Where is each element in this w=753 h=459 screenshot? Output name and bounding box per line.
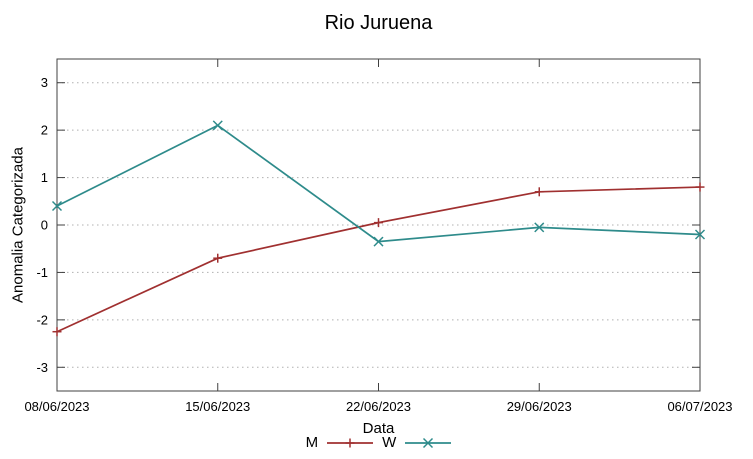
chart-title: Rio Juruena bbox=[324, 12, 433, 34]
legend-entry-w: W bbox=[382, 434, 452, 451]
y-tick-label: 3 bbox=[41, 75, 48, 90]
legend-label-m: M bbox=[305, 434, 319, 451]
y-tick-label: 2 bbox=[41, 123, 48, 138]
series-m-plus-marker-icon bbox=[534, 187, 544, 197]
x-tick-label: 15/06/2023 bbox=[185, 399, 250, 414]
x-axis-label: Data bbox=[362, 420, 395, 437]
y-tick-label: -3 bbox=[36, 360, 48, 375]
y-tick-label: -2 bbox=[36, 312, 48, 327]
series-w-cross-marker-icon bbox=[534, 222, 545, 233]
legend-label-w: W bbox=[382, 434, 397, 451]
series-m-line bbox=[56, 186, 701, 333]
x-tick-label: 29/06/2023 bbox=[507, 399, 572, 414]
y-tick-label: -1 bbox=[36, 265, 48, 280]
legend-sample-w bbox=[405, 437, 452, 448]
series-m-plus-marker-icon bbox=[695, 182, 705, 192]
series-w-cross-marker-icon bbox=[373, 236, 384, 247]
x-tick-label: 22/06/2023 bbox=[346, 399, 411, 414]
y-tick-label: 1 bbox=[41, 170, 48, 185]
plot-border bbox=[56, 58, 701, 392]
legend-cross-marker-icon bbox=[423, 437, 434, 448]
y-tick-label: 0 bbox=[41, 218, 48, 233]
legend-plus-marker-icon bbox=[345, 438, 355, 447]
series-w-cross-marker-icon bbox=[51, 200, 63, 212]
series-m-plus-marker-icon bbox=[213, 253, 223, 263]
legend-entry-m: M bbox=[306, 434, 374, 451]
x-tick-label: 06/07/2023 bbox=[667, 399, 732, 414]
legend-sample-m bbox=[327, 438, 374, 447]
series-w-cross-marker-icon bbox=[212, 120, 223, 131]
series-m-plus-marker-icon bbox=[374, 218, 383, 228]
series-m-plus-marker-icon bbox=[52, 327, 62, 337]
series-w-cross-marker-icon bbox=[694, 229, 706, 240]
y-axis-label: Anomalia Categorizada bbox=[9, 147, 27, 303]
x-tick-label: 08/06/2023 bbox=[24, 399, 89, 414]
